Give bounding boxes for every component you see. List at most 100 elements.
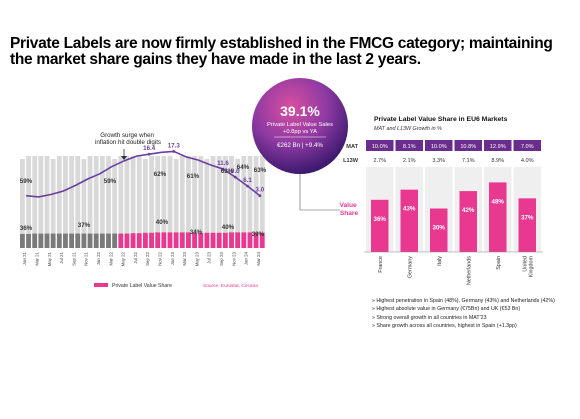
- pl-share-bar: [198, 232, 204, 248]
- trend-line: [26, 150, 261, 198]
- annotation-arrowhead: [121, 156, 127, 160]
- pl-share-bar: [179, 232, 185, 248]
- total-bar: [167, 156, 173, 248]
- pl-share-bar: [93, 233, 99, 248]
- pl-share-bar: [222, 232, 228, 248]
- x-tick-label: Jul 23: [207, 251, 212, 263]
- total-bar: [149, 156, 154, 248]
- pl-share-bar: [69, 233, 74, 248]
- total-bar: [81, 159, 87, 248]
- value-share-bar: [518, 198, 536, 252]
- x-tick-label: Jul 22: [133, 251, 138, 263]
- pl-share-bar: [136, 233, 142, 248]
- total-bar: [179, 156, 185, 248]
- l13w-value: 4.0%: [521, 158, 534, 164]
- pl-share-bar: [112, 233, 118, 248]
- total-bar: [229, 156, 234, 248]
- l13w-value: 2.1%: [403, 158, 416, 164]
- line-label: 6.1: [243, 177, 252, 184]
- pl-share-bar: [63, 233, 68, 248]
- growth-annotation: Growth surge when inflation hit double d…: [95, 132, 161, 146]
- pl-share-bar: [106, 233, 111, 248]
- pl-share-bar: [149, 232, 154, 248]
- total-bar: [155, 156, 161, 248]
- pl-share-bar: [253, 232, 259, 248]
- bar-value-label: 43%: [403, 206, 416, 213]
- total-bar: [44, 156, 50, 248]
- mat-cell: [366, 140, 394, 151]
- bar-label: 39%: [252, 231, 265, 238]
- pl-share-bar: [32, 233, 38, 248]
- bar-label: 36%: [20, 225, 33, 232]
- x-tick-label: Jan 24: [244, 251, 249, 265]
- total-bar: [106, 156, 111, 248]
- country-label: France: [378, 256, 384, 273]
- legend-swatch: [94, 283, 108, 287]
- bar-label: 59%: [20, 178, 33, 185]
- pl-share-bar: [155, 232, 161, 248]
- bar-label: 40%: [156, 219, 169, 226]
- bar-label: 64%: [237, 164, 250, 171]
- left-bars: [20, 156, 265, 248]
- callout-value: 39.1%: [280, 103, 320, 119]
- mat-cell: [395, 140, 423, 151]
- total-bar: [56, 156, 62, 248]
- bar-label: 63%: [221, 168, 234, 175]
- left-tick-labels: Jan 21 Mar 21 May 21 Jul 21 Sep 21 Nov 21 Jan …: [22, 251, 261, 266]
- l13w-value: 8.9%: [491, 158, 504, 164]
- total-bar: [118, 156, 124, 248]
- trend-marker: [172, 149, 176, 153]
- annotation-line2: inflation hit double digits: [95, 139, 161, 146]
- total-bar: [241, 156, 247, 248]
- total-bar: [235, 159, 241, 248]
- total-bar: [192, 156, 197, 248]
- bar-value-label: 37%: [521, 214, 534, 221]
- x-tick-label: Nov 22: [157, 251, 162, 265]
- pl-share-bar: [186, 232, 191, 248]
- l13w-value: 7.1%: [462, 158, 475, 164]
- right-chart-subtitle: MAT and L13W Growth in %: [374, 126, 442, 132]
- x-tick-label: Sep 22: [145, 251, 150, 265]
- total-bar: [204, 159, 210, 248]
- total-bar: [75, 156, 81, 248]
- country-label: Kingdom: [528, 255, 534, 277]
- total-bar: [247, 156, 253, 248]
- bar-label: 34%: [190, 229, 203, 236]
- mat-row-label: MAT: [346, 144, 358, 150]
- total-bar: [173, 159, 179, 248]
- line-label: 17.3: [168, 142, 181, 149]
- total-bar: [130, 156, 136, 248]
- total-bar: [63, 156, 68, 248]
- pl-share-bar: [247, 232, 253, 248]
- pl-share-bar: [20, 233, 25, 248]
- total-bar: [136, 156, 142, 248]
- bar-label: 61%: [187, 173, 200, 180]
- value-share-line2: Share: [340, 210, 359, 217]
- total-bar: [99, 156, 105, 248]
- value-share-bar: [459, 191, 477, 252]
- x-tick-label: May 23: [194, 251, 199, 266]
- x-tick-label: Mar 23: [182, 251, 187, 265]
- value-share-bar: [430, 208, 448, 252]
- pl-share-bar: [38, 233, 44, 248]
- callout-line3: €262 Bn | +9.4%: [277, 142, 323, 149]
- pl-share-bar: [210, 232, 216, 248]
- left-labels: 16.4 17.3 11.69.06.1 3.0 59% 36% 37% 59% 62% 61% 6…: [20, 142, 267, 238]
- country-label: Italy: [437, 256, 443, 266]
- mat-cell: [513, 140, 541, 151]
- pl-share-bar: [130, 233, 136, 248]
- bullet-item: » Strong overall growth in all countries…: [372, 314, 487, 321]
- total-bar: [143, 159, 148, 248]
- x-tick-label: Sep 23: [219, 251, 224, 265]
- total-bar: [20, 159, 25, 248]
- mat-value: 10.8%: [460, 144, 476, 150]
- total-bar: [38, 156, 44, 248]
- x-tick-label: Jul 21: [59, 251, 64, 263]
- trend-marker: [246, 184, 249, 188]
- l13w-row-label: L13W: [343, 158, 359, 164]
- x-tick-label: Jan 23: [170, 251, 175, 265]
- trend-marker: [147, 152, 151, 156]
- pl-share-bar: [173, 232, 179, 248]
- total-bar: [198, 156, 204, 248]
- legend-label: Private Label Value Share: [112, 283, 172, 289]
